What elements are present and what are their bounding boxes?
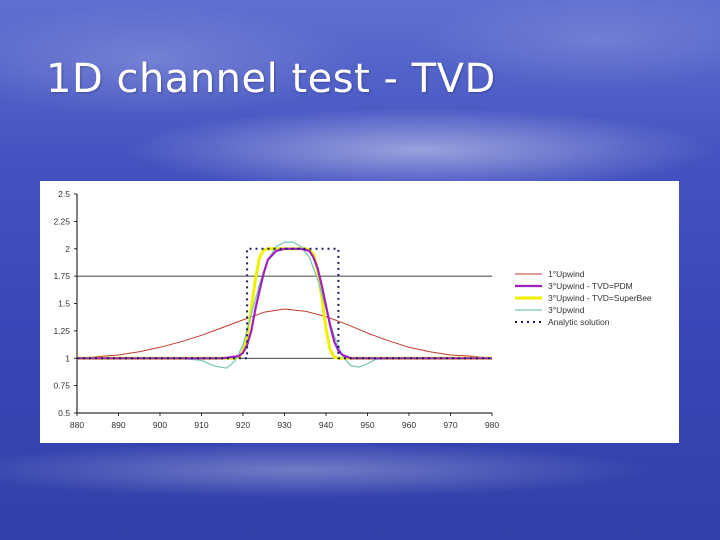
slide-title: 1D channel test - TVD — [46, 56, 496, 102]
legend-label-3: 3°Upwind - TVD=SuperBee — [548, 293, 652, 303]
series-line-1 — [76, 308, 493, 359]
x-tick-label: 880 — [70, 420, 84, 430]
y-tick-label: 1.25 — [53, 326, 70, 336]
tvd-line-chart: 0.5 0.75 1 1.25 1.5 1.75 2 2.25 2.5 880 890 900 910 9… — [53, 189, 652, 430]
y-tick-label: 0.75 — [53, 381, 70, 391]
legend-label-5: Analytic solution — [548, 317, 610, 327]
legend-label-1: 1°Upwind — [548, 269, 585, 279]
legend-label-2: 3°Upwind - TVD=PDM — [548, 281, 633, 291]
x-tick-label: 940 — [319, 420, 333, 430]
legend-label-4: 3°Upwind — [548, 305, 585, 315]
x-tick-label: 890 — [111, 420, 125, 430]
series-line-3 — [77, 247, 492, 360]
chart-panel: 0.5 0.75 1 1.25 1.5 1.75 2 2.25 2.5 880 890 900 910 9… — [40, 181, 679, 443]
series-line-4 — [77, 241, 492, 369]
x-tick-label: 970 — [443, 420, 457, 430]
x-tick-label: 960 — [402, 420, 416, 430]
x-tick-label: 900 — [153, 420, 167, 430]
y-tick-label: 0.5 — [58, 408, 70, 418]
y-tick-label: 1 — [65, 353, 70, 363]
series-line-2 — [77, 247, 492, 360]
y-tick-label: 2 — [65, 244, 70, 254]
x-tick-label: 910 — [194, 420, 208, 430]
y-tick-label: 2.25 — [53, 216, 70, 226]
y-tick-label: 1.75 — [53, 271, 70, 281]
y-tick-label: 1.5 — [58, 299, 70, 309]
x-tick-label: 920 — [236, 420, 250, 430]
y-tick-label: 2.5 — [58, 189, 70, 199]
series-line-5 — [77, 247, 492, 360]
x-tick-label: 950 — [360, 420, 374, 430]
x-tick-label: 980 — [485, 420, 499, 430]
x-tick-label: 930 — [277, 420, 291, 430]
